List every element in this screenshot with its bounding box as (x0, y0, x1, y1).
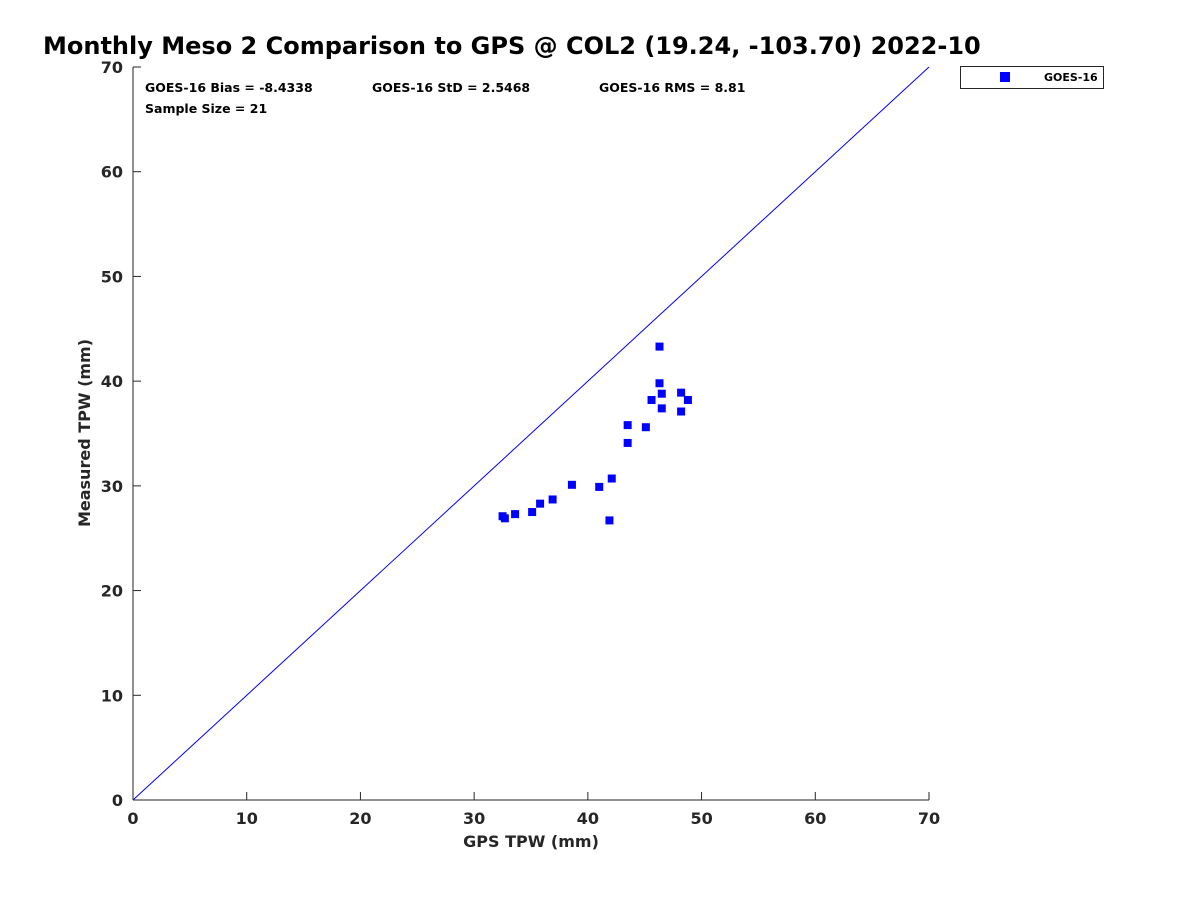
data-point (657, 389, 666, 398)
data-point (528, 508, 537, 517)
x-tick-label: 70 (918, 809, 940, 828)
data-point (677, 388, 686, 397)
y-tick-label: 40 (101, 372, 123, 391)
y-tick-label: 20 (101, 582, 123, 601)
y-tick-label: 60 (101, 163, 123, 182)
x-tick-label: 20 (349, 809, 371, 828)
data-point (623, 421, 632, 430)
axes (132, 67, 929, 801)
data-point (623, 438, 632, 447)
chart-title: Monthly Meso 2 Comparison to GPS @ COL2 … (43, 32, 981, 60)
data-point (567, 480, 576, 489)
data-point (647, 395, 656, 404)
data-points (498, 342, 692, 525)
x-tick-label: 0 (127, 809, 138, 828)
data-point (605, 516, 614, 525)
x-axis-label: GPS TPW (mm) (463, 832, 599, 851)
y-axis-ticks: 0 10 20 30 40 50 60 70 (101, 58, 141, 810)
x-tick-label: 50 (690, 809, 712, 828)
data-point (683, 395, 692, 404)
data-point (536, 499, 545, 508)
x-tick-label: 30 (463, 809, 485, 828)
data-point (548, 495, 557, 504)
data-point (655, 342, 664, 351)
data-point (511, 510, 520, 519)
x-tick-label: 60 (804, 809, 826, 828)
y-axis-label: Measured TPW (mm) (75, 339, 94, 527)
legend-marker-square (1000, 72, 1010, 82)
y-tick-label: 0 (112, 791, 123, 810)
data-point (657, 404, 666, 413)
legend-entry-goes-16: GOES-16 (1044, 71, 1098, 84)
data-point (595, 482, 604, 491)
sample-size-annotation: Sample Size = 21 (145, 101, 267, 116)
y-tick-label: 70 (101, 58, 123, 77)
one-to-one-line (132, 66, 930, 801)
legend: GOES-16 (960, 66, 1104, 89)
rms-annotation: GOES-16 RMS = 8.81 (599, 80, 745, 95)
data-point (500, 514, 509, 523)
y-tick-label: 30 (101, 477, 123, 496)
y-tick-label: 50 (101, 267, 123, 286)
x-tick-label: 10 (236, 809, 258, 828)
bias-annotation: GOES-16 Bias = -8.4338 (145, 80, 313, 95)
data-point (641, 423, 650, 432)
x-axis-ticks: 0 10 20 30 40 50 60 70 (127, 792, 940, 828)
x-tick-label: 40 (577, 809, 599, 828)
y-tick-label: 10 (101, 686, 123, 705)
std-annotation: GOES-16 StD = 2.5468 (372, 80, 530, 95)
data-point (655, 379, 664, 388)
legend-box (960, 66, 1104, 89)
data-point (677, 407, 686, 416)
data-point (607, 474, 616, 483)
stats-annotations: GOES-16 Bias = -8.4338 GOES-16 StD = 2.5… (145, 80, 745, 116)
